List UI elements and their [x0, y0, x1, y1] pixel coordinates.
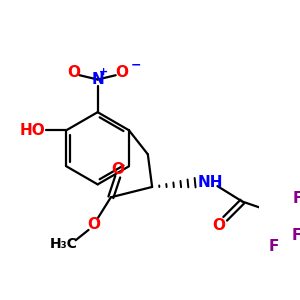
Text: NH: NH [198, 175, 223, 190]
Text: +: + [99, 67, 108, 77]
Text: O: O [111, 162, 124, 177]
Text: O: O [115, 65, 128, 80]
Text: O: O [87, 217, 100, 232]
Text: H₃C: H₃C [50, 237, 77, 251]
Text: F: F [293, 191, 300, 206]
Text: −: − [131, 58, 142, 71]
Text: F: F [291, 228, 300, 243]
Text: O: O [212, 218, 225, 233]
Text: HO: HO [19, 123, 45, 138]
Text: O: O [67, 65, 80, 80]
Text: F: F [269, 239, 279, 254]
Text: N: N [91, 72, 104, 87]
